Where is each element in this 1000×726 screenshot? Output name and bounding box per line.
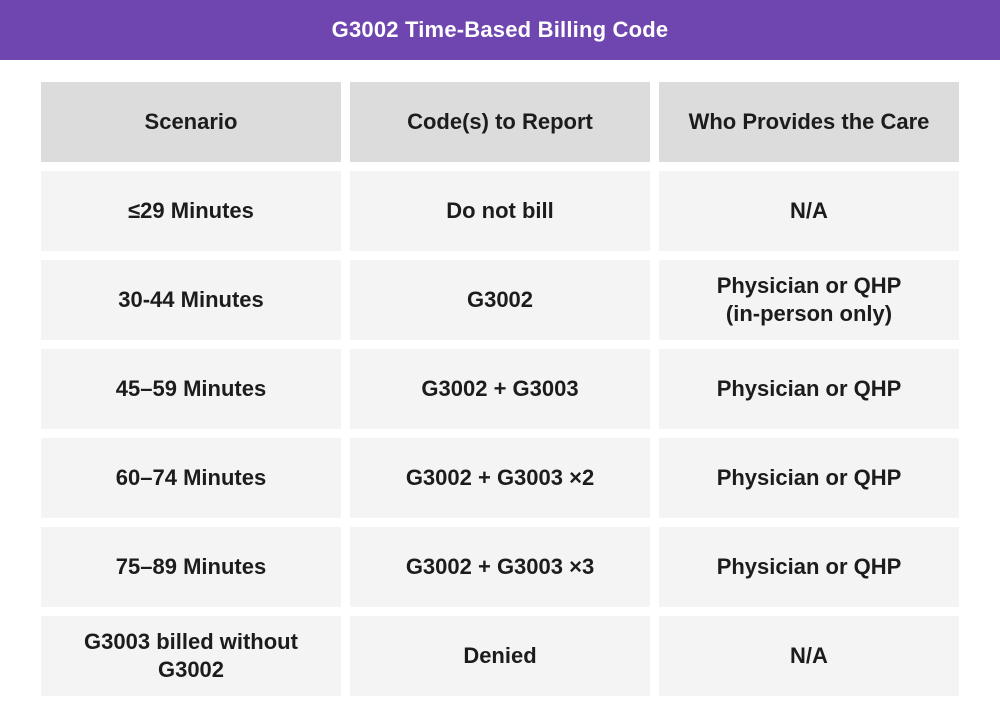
cell-codes: G3002 + G3003 ×2 (350, 438, 650, 518)
cell-text: 60–74 Minutes (115, 465, 267, 490)
cell-codes: G3002 + G3003 (350, 349, 650, 429)
cell-scenario: G3003 billed without G3002 (41, 616, 341, 696)
cell-scenario: ≤29 Minutes (41, 171, 341, 251)
cell-provider: Physician or QHP (659, 438, 959, 518)
cell-codes: Do not bill (350, 171, 650, 251)
cell-codes: Denied (350, 616, 650, 696)
cell-text: Physician or QHP (716, 554, 902, 579)
cell-text: 30-44 Minutes (118, 287, 264, 312)
header-label: Who Provides the Care (688, 109, 930, 134)
cell-text: Physician or QHP (716, 376, 902, 401)
cell-text: Do not bill (446, 198, 554, 223)
billing-table: Scenario Code(s) to Report Who Provides … (41, 82, 959, 696)
cell-text: G3002 + G3003 (421, 376, 579, 401)
cell-text: 45–59 Minutes (115, 376, 267, 401)
header-label: Scenario (144, 109, 238, 134)
cell-text: Physician or QHP (in-person only) (716, 273, 902, 326)
cell-scenario: 75–89 Minutes (41, 527, 341, 607)
cell-provider: Physician or QHP (in-person only) (659, 260, 959, 340)
cell-codes: G3002 + G3003 ×3 (350, 527, 650, 607)
cell-text: G3002 (466, 287, 534, 312)
cell-scenario: 45–59 Minutes (41, 349, 341, 429)
cell-text: G3003 billed without G3002 (84, 629, 298, 682)
header-scenario: Scenario (41, 82, 341, 162)
cell-provider: N/A (659, 616, 959, 696)
cell-text: G3002 + G3003 ×2 (405, 465, 595, 490)
cell-scenario: 30-44 Minutes (41, 260, 341, 340)
cell-text: Physician or QHP (716, 465, 902, 490)
header-codes: Code(s) to Report (350, 82, 650, 162)
header-label: Code(s) to Report (407, 109, 593, 134)
cell-text: ≤29 Minutes (128, 198, 254, 223)
cell-text: N/A (790, 643, 828, 668)
cell-text: G3002 + G3003 ×3 (405, 554, 595, 579)
page-title: G3002 Time-Based Billing Code (331, 17, 669, 42)
header-provider: Who Provides the Care (659, 82, 959, 162)
cell-provider: Physician or QHP (659, 349, 959, 429)
cell-text: Denied (463, 643, 537, 668)
cell-scenario: 60–74 Minutes (41, 438, 341, 518)
cell-provider: N/A (659, 171, 959, 251)
cell-codes: G3002 (350, 260, 650, 340)
cell-text: N/A (790, 198, 828, 223)
title-bar: G3002 Time-Based Billing Code (0, 0, 1000, 60)
cell-provider: Physician or QHP (659, 527, 959, 607)
cell-text: 75–89 Minutes (115, 554, 267, 579)
